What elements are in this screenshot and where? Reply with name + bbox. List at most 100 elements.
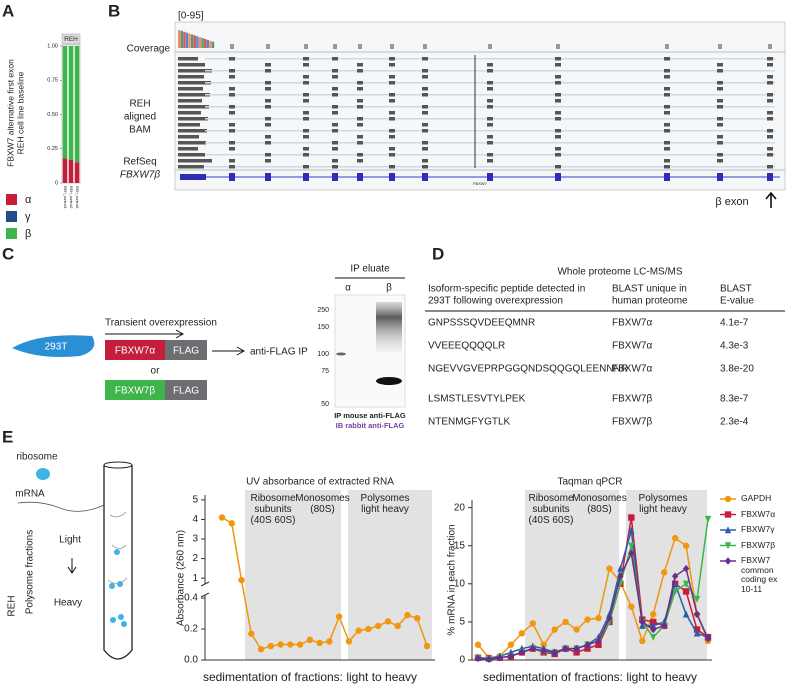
data-point xyxy=(573,626,580,633)
cell-shape xyxy=(12,335,95,357)
data-point xyxy=(628,603,635,610)
read-exon xyxy=(487,105,493,109)
read-exon xyxy=(265,141,271,145)
data-point xyxy=(671,534,679,542)
read-exon xyxy=(389,81,395,85)
legend-label: GAPDH xyxy=(741,493,772,503)
read-exon xyxy=(332,111,338,115)
data-point xyxy=(374,622,382,630)
table-cell: 2.3e-4 xyxy=(720,417,749,428)
data-point xyxy=(595,637,602,645)
y-axis-label: Absorbance (260 nm) xyxy=(176,530,187,626)
data-point xyxy=(671,588,679,596)
read-exon xyxy=(303,117,309,121)
read-exon xyxy=(303,99,309,103)
facet-strip xyxy=(61,33,81,45)
read-exon xyxy=(303,147,309,151)
panel-label: D xyxy=(432,244,444,263)
ribosome-dot xyxy=(121,621,127,627)
panel-label: C xyxy=(2,244,14,263)
read-exon xyxy=(332,123,338,127)
region-annotation: Monosomes (80S) xyxy=(295,493,350,515)
data-point xyxy=(617,572,624,580)
data-point xyxy=(628,514,635,521)
region-annotation: Polysomes light heavy xyxy=(638,493,688,515)
read-exon xyxy=(422,69,428,73)
read-exon xyxy=(357,141,363,145)
read-exon xyxy=(357,159,363,163)
coverage-bar xyxy=(193,35,196,48)
read-exon xyxy=(389,117,395,121)
data-point xyxy=(650,633,657,641)
read-exon xyxy=(555,117,561,121)
read-exon xyxy=(332,75,338,79)
read-exon xyxy=(422,93,428,97)
data-point xyxy=(628,526,635,534)
read-exon xyxy=(303,81,309,85)
data-point xyxy=(267,642,275,650)
y-tick-label: 20 xyxy=(454,502,466,513)
data-point xyxy=(639,637,646,645)
lane-label: α xyxy=(345,283,351,294)
read-exon xyxy=(422,105,428,109)
data-point xyxy=(671,572,679,580)
gene-exon xyxy=(717,173,723,181)
gene-exon xyxy=(332,173,338,181)
data-point xyxy=(507,652,515,660)
ladder-label: 250 xyxy=(317,307,329,314)
data-point xyxy=(693,626,701,633)
read-exon xyxy=(357,123,363,127)
read-exon xyxy=(664,159,670,163)
arrow xyxy=(212,346,246,356)
data-point xyxy=(474,654,482,663)
read-exon xyxy=(555,93,561,97)
data-point xyxy=(573,644,580,653)
data-point xyxy=(595,641,602,648)
read-exon xyxy=(389,147,395,151)
read-exon xyxy=(555,165,561,169)
coverage-bar xyxy=(209,40,212,48)
data-point xyxy=(584,645,591,652)
data-point xyxy=(423,642,431,650)
construct-label: FBXW7α xyxy=(115,346,155,357)
read-exon xyxy=(767,75,773,79)
bar-segment xyxy=(68,46,74,160)
data-point xyxy=(394,622,401,630)
read xyxy=(178,111,201,115)
read-exon xyxy=(664,57,670,61)
read-exon xyxy=(664,147,670,151)
y-tick-label: 10 xyxy=(454,578,466,589)
read-exon xyxy=(664,141,670,145)
table-cell: VVEEEQQQQLR xyxy=(428,341,505,352)
read-exon xyxy=(357,81,363,85)
read-exon xyxy=(229,93,235,97)
data-point xyxy=(529,620,536,627)
tube-label: mRNA xyxy=(15,489,45,500)
construct-box xyxy=(105,380,165,400)
tube-label: Light xyxy=(59,535,81,546)
data-point xyxy=(606,565,613,572)
read-exon xyxy=(422,111,428,115)
gene-exon xyxy=(303,173,309,181)
track-label: aligned xyxy=(124,112,156,123)
data-point xyxy=(650,625,657,634)
ladder-label: 100 xyxy=(317,351,329,358)
read-exon xyxy=(767,165,773,169)
bar-segment xyxy=(68,159,74,183)
panel-label: E xyxy=(2,427,13,446)
tag-box xyxy=(165,340,207,360)
tube-label: Heavy xyxy=(54,598,82,609)
y-axis-label: REH cell line baseline xyxy=(15,71,25,154)
ladder-label: 50 xyxy=(321,401,329,408)
data-point xyxy=(724,557,732,565)
read-exon xyxy=(265,81,271,85)
data-point xyxy=(724,511,732,518)
lane-label: β xyxy=(386,283,392,294)
data-point xyxy=(277,641,284,648)
table-cell: GNPSSSQVDEEQMNR xyxy=(428,318,535,329)
tag-box xyxy=(165,380,207,400)
y-axis-label: FBXW7 alternative first exon xyxy=(5,59,15,167)
data-point xyxy=(365,625,372,633)
read-exon xyxy=(229,105,235,109)
table-header: E-value xyxy=(720,296,754,307)
